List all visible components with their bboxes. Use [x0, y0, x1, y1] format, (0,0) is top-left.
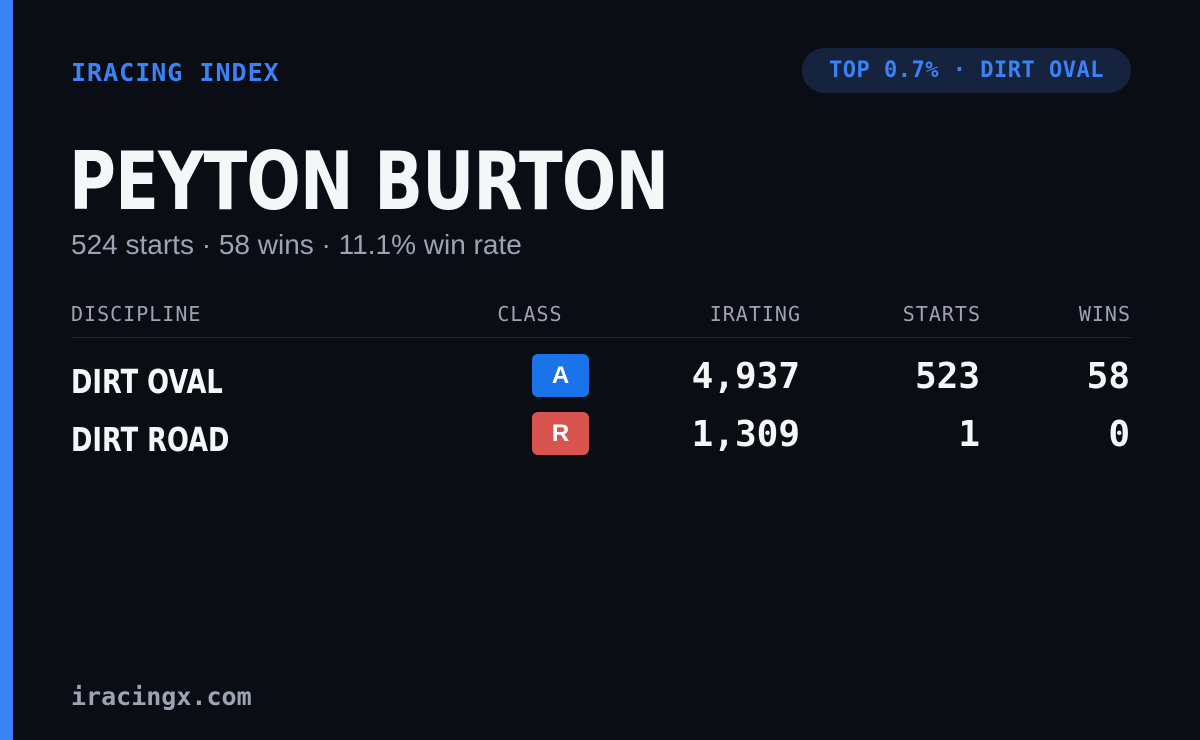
header-starts: STARTS — [902, 302, 981, 326]
accent-bar — [0, 0, 13, 740]
table-row: DIRT ROAD R 1,309 1 0 — [71, 410, 1131, 460]
wins-value: 58 — [1086, 356, 1130, 397]
discipline-name: DIRT OVAL — [71, 362, 223, 401]
header-wins: WINS — [1078, 302, 1131, 326]
header-class: CLASS — [497, 302, 563, 326]
footer-url: iracingx.com — [71, 682, 252, 711]
brand-label: IRACING INDEX — [71, 58, 280, 87]
driver-name: PEYTON BURTON — [69, 135, 669, 228]
header-irating: IRATING — [709, 302, 801, 326]
header-discipline: DISCIPLINE — [71, 302, 202, 326]
license-class-badge: A — [532, 354, 589, 397]
irating-value: 1,309 — [691, 414, 800, 455]
license-class-badge: R — [532, 412, 589, 455]
wins-value: 0 — [1108, 414, 1130, 455]
rank-badge: TOP 0.7% · DIRT OVAL — [802, 48, 1131, 93]
starts-value: 1 — [958, 414, 980, 455]
table-header: DISCIPLINE CLASS IRATING STARTS WINS — [71, 300, 1131, 338]
starts-value: 523 — [914, 356, 980, 397]
discipline-name: DIRT ROAD — [71, 420, 230, 459]
irating-value: 4,937 — [691, 356, 800, 397]
table-row: DIRT OVAL A 4,937 523 58 — [71, 352, 1131, 402]
driver-summary: 524 starts · 58 wins · 11.1% win rate — [71, 229, 522, 260]
